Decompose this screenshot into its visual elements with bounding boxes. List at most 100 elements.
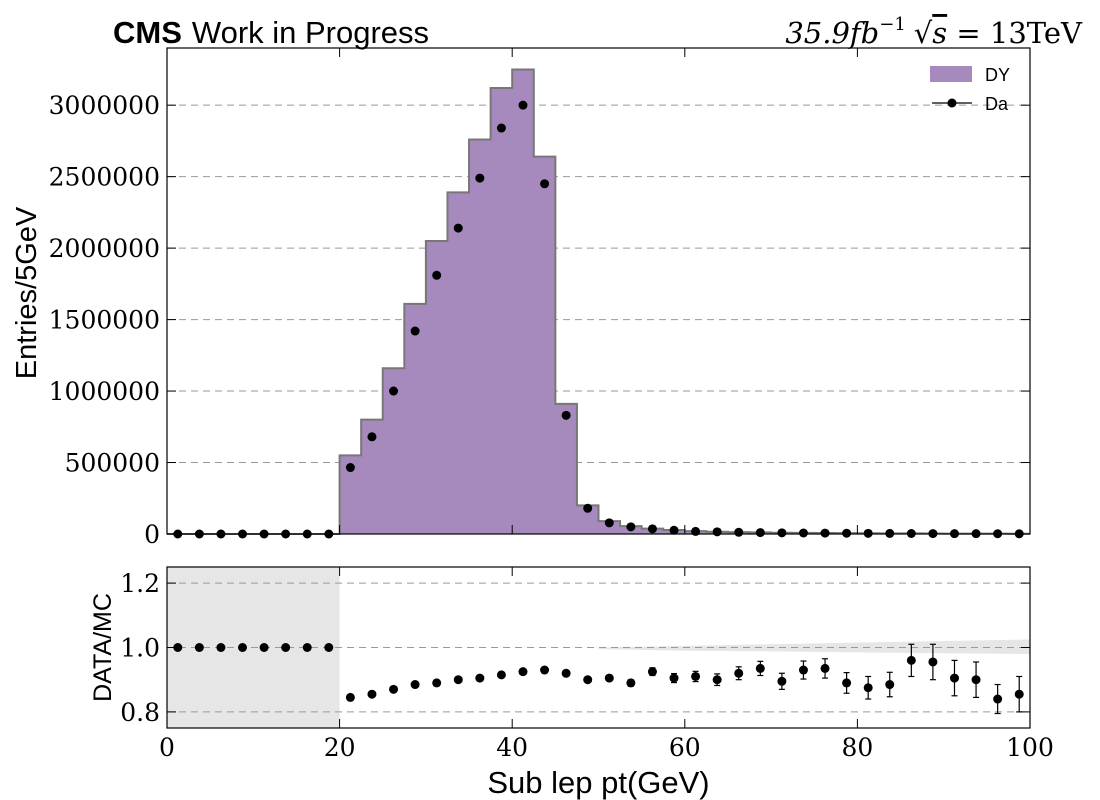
data-point <box>583 503 593 513</box>
ratio-point <box>194 643 204 652</box>
x-tick-label: 20 <box>324 733 356 762</box>
data-point <box>432 270 442 280</box>
status-label: Work in Progress <box>192 15 429 50</box>
ratio-point <box>1014 689 1024 699</box>
ratio-point <box>518 667 528 677</box>
ratio-y-axis-label: DATA/MC <box>89 593 117 702</box>
ratio-point <box>734 668 744 678</box>
legend-dy-label: DY <box>985 65 1010 85</box>
data-point <box>863 528 873 538</box>
dy-bar <box>425 240 448 534</box>
ratio-y-tick-label: 0.8 <box>120 698 160 727</box>
ratio-point <box>712 675 722 685</box>
x-tick-label: 60 <box>669 733 701 762</box>
ratio-point <box>453 675 463 685</box>
dy-histogram-outline <box>167 68 1030 535</box>
ratio-point <box>410 680 420 690</box>
dy-bar <box>555 403 578 534</box>
data-point <box>453 223 463 233</box>
dy-bar <box>361 419 384 534</box>
data-point <box>604 518 614 528</box>
dy-bar <box>598 521 621 534</box>
dy-bar <box>469 139 492 534</box>
legend: DY Da <box>930 65 1010 114</box>
y-tick-label: 2000000 <box>49 234 160 263</box>
ratio-y-tick-labels: 0.8 1.0 1.2 <box>120 569 160 727</box>
dy-bar <box>339 455 362 534</box>
legend-data-marker <box>947 98 957 108</box>
data-point <box>496 123 506 133</box>
data-point <box>842 528 852 538</box>
ratio-panel: 0.8 1.0 1.2 0 20 40 60 80 100 DATA/MC Sub lep p… <box>89 566 1054 800</box>
data-point <box>669 525 679 535</box>
data-point <box>820 528 830 538</box>
ratio-point <box>496 670 506 680</box>
ratio-axis-ticks <box>166 567 1031 728</box>
ratio-point <box>669 673 679 683</box>
main-axis-ticks <box>166 48 1031 535</box>
data-point <box>626 522 636 532</box>
main-plot-frame <box>166 47 1031 535</box>
x-tick-label: 80 <box>841 733 873 762</box>
main-y-tick-labels: 0 500000 1000000 1500000 2000000 2500000 30000… <box>49 91 160 549</box>
ratio-uncertainty-band <box>598 639 1030 654</box>
legend-dy-swatch <box>930 66 972 82</box>
ratio-point <box>820 663 830 673</box>
x-tick-label: 40 <box>496 733 528 762</box>
data-point <box>755 528 765 538</box>
lumi-value: 35.9fb <box>785 16 879 50</box>
cms-label: CMS <box>113 15 182 50</box>
data-point <box>777 528 787 538</box>
data-point <box>712 527 722 537</box>
y-tick-label: 500000 <box>65 449 160 478</box>
ratio-points <box>173 643 1024 715</box>
data-point <box>475 173 485 183</box>
ratio-point <box>842 678 852 688</box>
ratio-point <box>561 668 571 678</box>
dy-bar <box>404 303 427 534</box>
ratio-y-tick-label: 1.2 <box>120 569 160 598</box>
ratio-point <box>345 692 355 702</box>
y-tick-label: 2500000 <box>49 163 160 192</box>
ratio-point <box>777 676 787 686</box>
y-tick-label: 1500000 <box>49 306 160 335</box>
ratio-point <box>993 694 1003 704</box>
data-point <box>540 179 550 189</box>
data-points <box>173 100 1024 539</box>
x-tick-label: 100 <box>1006 733 1054 762</box>
ratio-point <box>475 673 485 683</box>
main-y-axis-label: Entries/5GeV <box>11 206 43 379</box>
x-tick-label: 0 <box>159 733 175 762</box>
y-tick-label: 1000000 <box>49 377 160 406</box>
ratio-point <box>302 643 312 652</box>
ratio-point <box>626 678 636 688</box>
data-point <box>367 432 377 442</box>
dy-bar <box>576 505 599 534</box>
ratio-point <box>281 643 291 652</box>
lumi-exponent: −1 <box>879 14 906 35</box>
main-gridlines <box>167 104 1030 464</box>
data-point <box>734 527 744 537</box>
ratio-point <box>755 663 765 673</box>
ratio-point <box>324 643 334 652</box>
legend-data-label: Da <box>985 94 1009 114</box>
energy-s: s <box>932 16 947 50</box>
dy-bar <box>490 88 513 534</box>
dy-bar <box>533 156 556 534</box>
lumi-energy-label: 35.9fb−1 √s = 13TeV <box>785 14 1083 50</box>
data-point <box>798 528 808 538</box>
y-tick-label: 3000000 <box>49 91 160 120</box>
data-point <box>345 463 355 473</box>
cms-header: CMS Work in Progress <box>113 15 429 50</box>
dy-bar <box>512 69 535 535</box>
ratio-point <box>173 643 183 652</box>
ratio-point <box>647 667 657 677</box>
data-point <box>561 410 571 420</box>
ratio-point <box>949 673 959 683</box>
ratio-point <box>367 689 377 699</box>
sqrt-symbol: √ <box>914 16 933 50</box>
y-tick-label: 0 <box>144 520 160 549</box>
ratio-point <box>798 665 808 675</box>
data-point <box>647 524 657 534</box>
